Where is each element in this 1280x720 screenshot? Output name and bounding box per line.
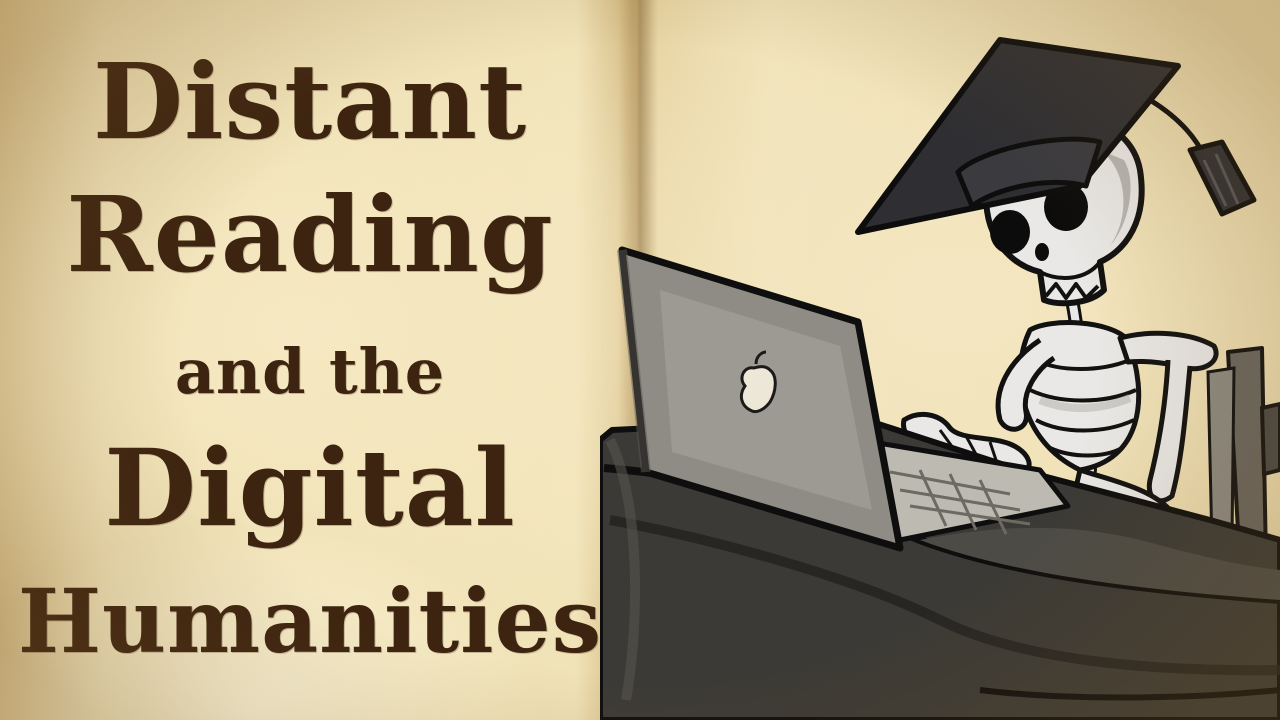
laptop-icon [617, 246, 1071, 552]
graduation-cap-icon [855, 37, 1257, 235]
title-line-4: Digital [104, 425, 516, 550]
title-line-5: Humanities [17, 569, 603, 673]
skeleton-illustration [600, 37, 1280, 720]
apple-logo-icon [739, 350, 777, 414]
title-line-2: Reading [66, 173, 554, 296]
title-line-1: Distant [92, 40, 528, 163]
title-line-3: and the [174, 335, 446, 408]
skeleton-body [901, 293, 1219, 533]
